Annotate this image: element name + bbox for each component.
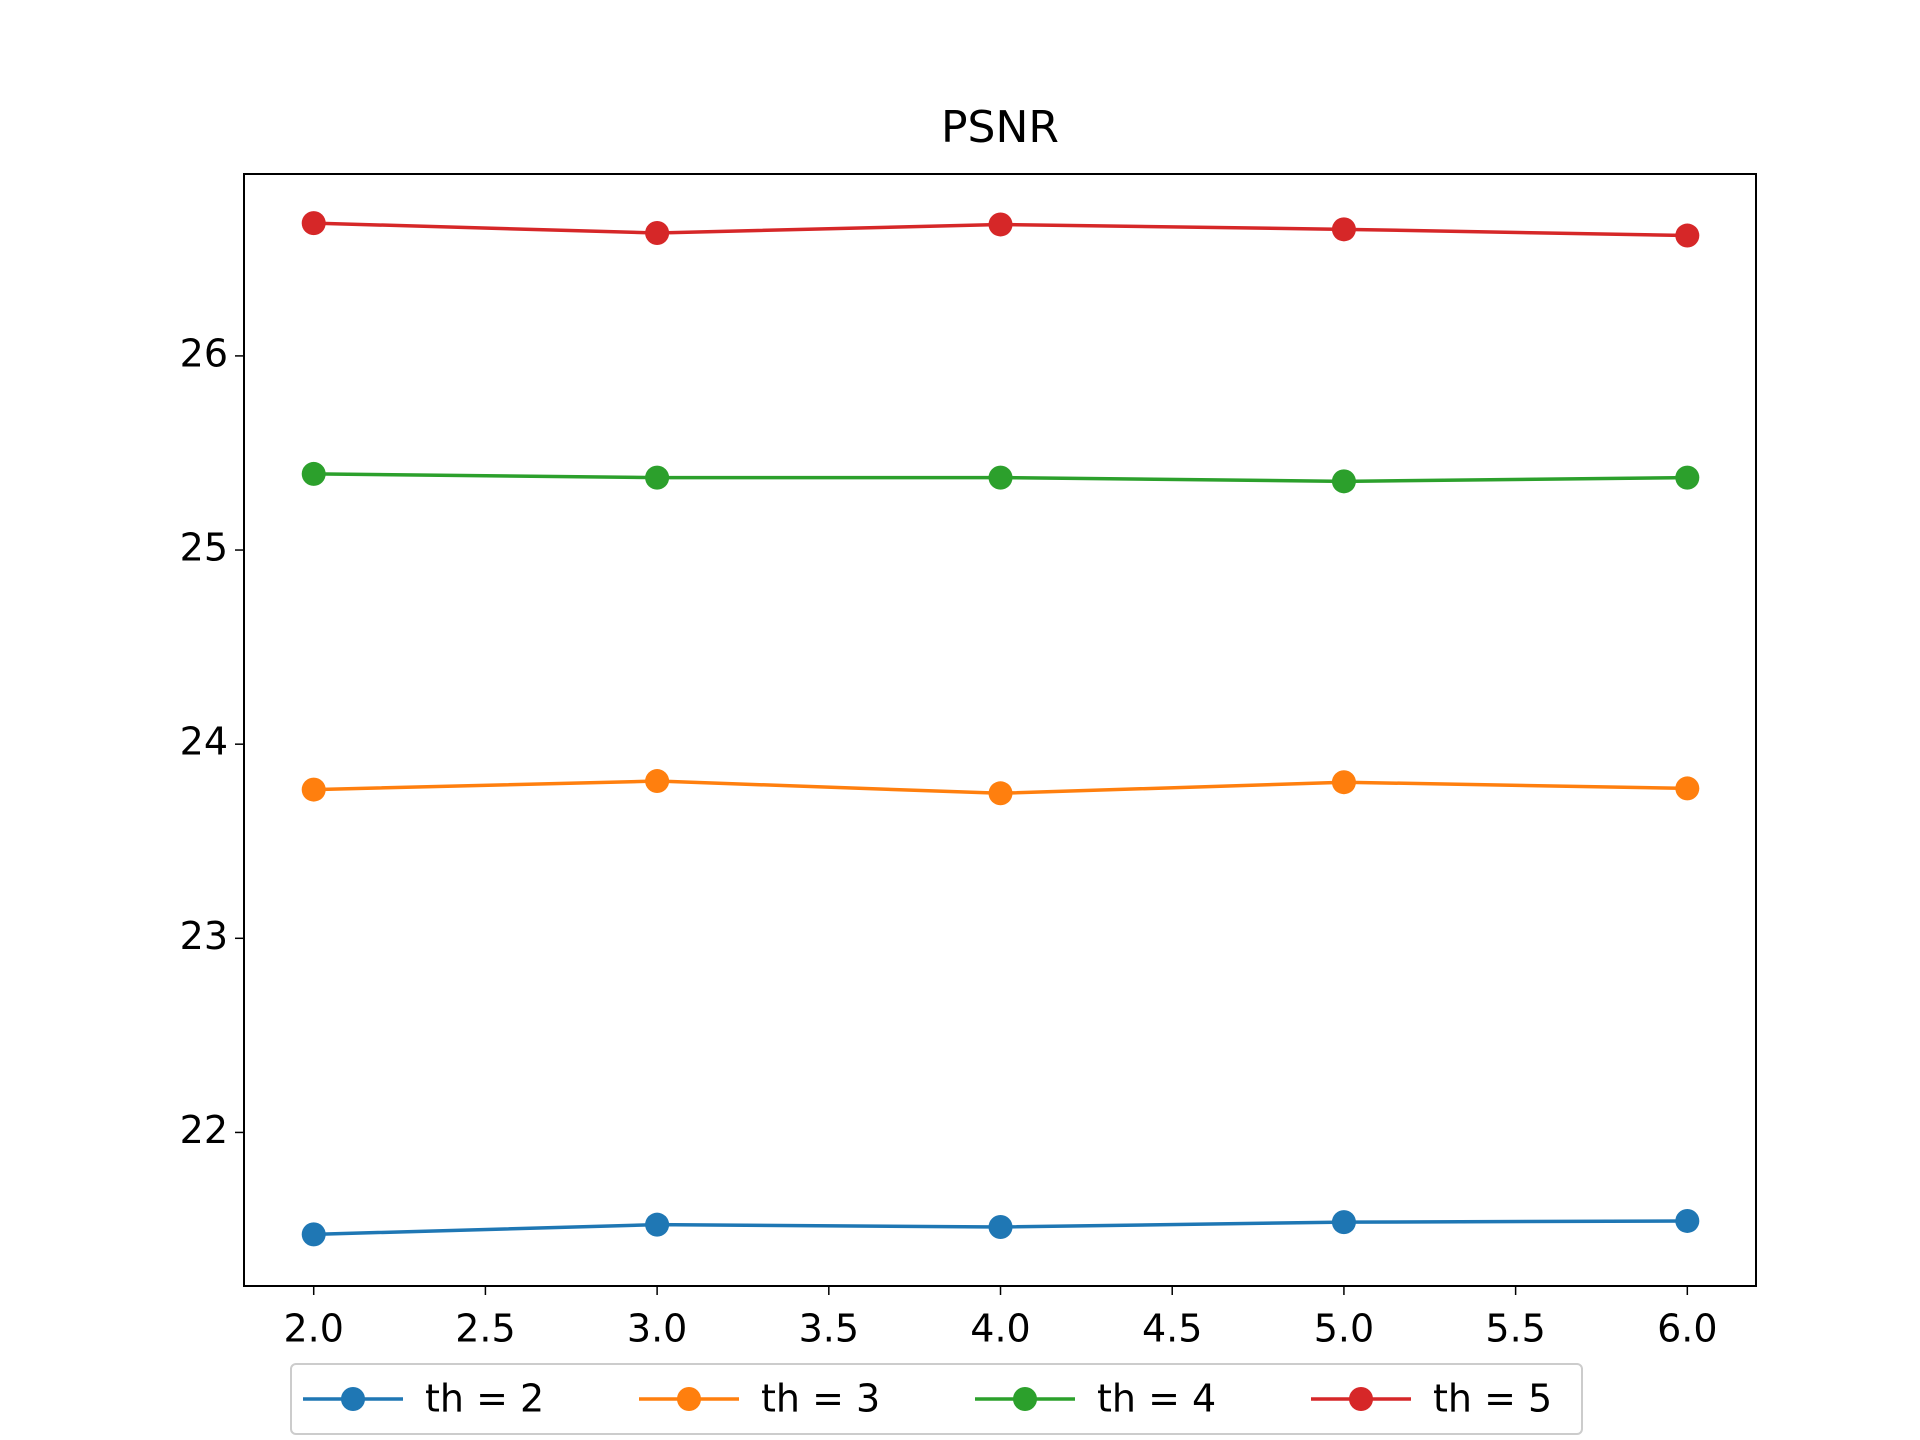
legend-box	[290, 1363, 1583, 1435]
y-tick-label: 22	[180, 1108, 228, 1152]
data-point	[988, 781, 1013, 806]
data-point	[301, 1222, 326, 1247]
data-point	[1675, 1208, 1700, 1233]
legend-label: th = 2	[425, 1377, 544, 1421]
data-point	[645, 1212, 670, 1237]
data-point	[1331, 469, 1356, 494]
x-tick-label: 3.5	[799, 1307, 859, 1351]
legend-label: th = 4	[1097, 1377, 1216, 1421]
data-point	[988, 212, 1013, 237]
x-tick-label: 4.0	[970, 1307, 1030, 1351]
legend-marker	[1013, 1387, 1037, 1411]
data-point	[1675, 465, 1700, 490]
legend: th = 2 th = 3 th = 4 th = 5	[290, 1363, 1583, 1435]
x-tick-label: 5.0	[1314, 1307, 1374, 1351]
data-point	[1331, 770, 1356, 795]
plot-frame	[243, 173, 1757, 1287]
x-tick-label: 2.0	[283, 1307, 343, 1351]
data-point	[301, 461, 326, 486]
legend-label: th = 3	[761, 1377, 880, 1421]
data-point	[645, 465, 670, 490]
legend-label: th = 5	[1433, 1377, 1552, 1421]
y-tick-label: 26	[180, 331, 228, 375]
y-tick-label: 24	[180, 720, 228, 764]
data-point	[988, 465, 1013, 490]
x-tick-label: 6.0	[1657, 1307, 1717, 1351]
data-point	[1675, 223, 1700, 248]
x-tick-label: 2.5	[455, 1307, 515, 1351]
y-tick-label: 25	[180, 526, 228, 570]
x-tick-label: 4.5	[1142, 1307, 1202, 1351]
legend-marker	[1349, 1387, 1373, 1411]
chart-title: PSNR	[941, 102, 1059, 153]
data-point	[645, 221, 670, 246]
x-tick-label: 5.5	[1485, 1307, 1545, 1351]
data-point	[645, 769, 670, 794]
y-tick-label: 23	[180, 914, 228, 958]
data-point	[301, 777, 326, 802]
data-point	[301, 211, 326, 236]
data-point	[1331, 217, 1356, 242]
legend-marker	[341, 1387, 365, 1411]
data-point	[988, 1214, 1013, 1239]
data-point	[1331, 1210, 1356, 1235]
x-tick-label: 3.0	[627, 1307, 687, 1351]
legend-marker	[677, 1387, 701, 1411]
data-point	[1675, 776, 1700, 801]
